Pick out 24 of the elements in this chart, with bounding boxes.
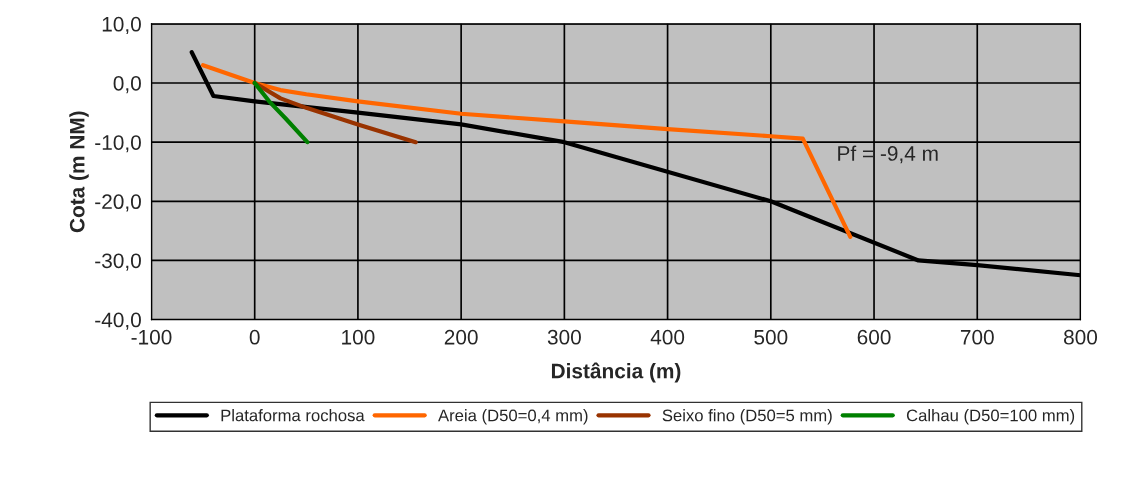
annotation: Pf = -9,4 m (838, 145, 938, 164)
x-axis-title: Distância (m) (551, 362, 681, 383)
y-tick-label: -40,0 (95, 312, 141, 330)
x-tick-label: -100 (131, 329, 172, 345)
x-tick-label: 700 (960, 329, 994, 345)
x-tick-label: 800 (1064, 329, 1098, 345)
legend-label: Calhau (D50=100 mm) (906, 409, 1075, 425)
x-tick-label: 0 (249, 329, 260, 345)
x-tick-label: 100 (342, 329, 375, 345)
legend-label: Seixo fino (D50=5 mm) (662, 409, 832, 425)
legend-label: Areia (D50=0,4 mm) (438, 409, 588, 425)
x-tick-label: 400 (650, 329, 685, 345)
x-tick-label: 200 (444, 329, 478, 345)
y-tick-label: -30,0 (95, 253, 141, 271)
x-tick-label: 600 (857, 329, 891, 345)
legend-label: Plataforma rochosa (221, 409, 365, 422)
y-tick-label: -10,0 (95, 135, 141, 153)
x-tick-label: 300 (547, 329, 581, 345)
line-series (252, 80, 310, 145)
y-tick-label: 10,0 (102, 16, 141, 35)
x-tick-label: 500 (754, 329, 788, 345)
y-tick-label: 0,0 (113, 76, 141, 94)
y-axis-title: Cota (m NM) (69, 111, 89, 233)
y-tick-label: -20,0 (95, 194, 141, 212)
